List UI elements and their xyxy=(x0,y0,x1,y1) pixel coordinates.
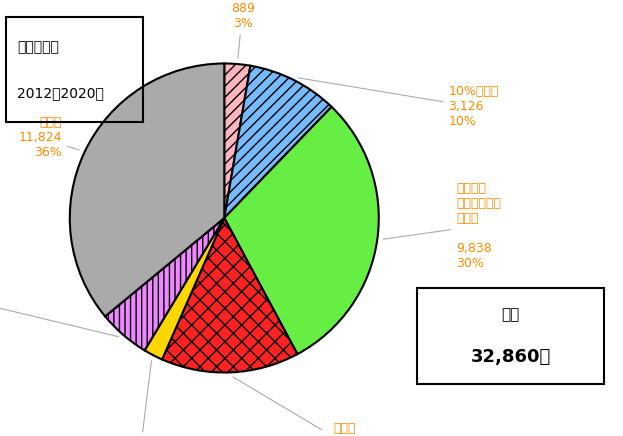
Wedge shape xyxy=(70,64,224,317)
Text: ノルウェー国籍
1,772
5%: ノルウェー国籍 1,772 5% xyxy=(0,277,119,337)
Wedge shape xyxy=(145,218,224,359)
Text: 10%米国籍
3,126
10%: 10%米国籍 3,126 10% xyxy=(298,78,498,128)
Text: 中国籍
4,744
14%: 中国籍 4,744 14% xyxy=(233,377,363,436)
Text: 合計: 合計 xyxy=(502,307,520,322)
Wedge shape xyxy=(224,66,331,218)
Text: その他
11,824
36%: その他 11,824 36% xyxy=(19,116,79,159)
Text: 32,860件: 32,860件 xyxy=(471,348,551,366)
Text: 韓国籍
667
2%: 韓国籍 667 2% xyxy=(128,361,151,436)
Wedge shape xyxy=(224,107,379,354)
Text: 欧州国籍
（ノルウェー
除く）

9,838
30%: 欧州国籍 （ノルウェー 除く） 9,838 30% xyxy=(383,182,501,270)
Wedge shape xyxy=(162,218,297,372)
Text: 2012～2020年: 2012～2020年 xyxy=(17,86,104,100)
Wedge shape xyxy=(105,218,224,351)
Text: 論文発表年: 論文発表年 xyxy=(17,40,59,54)
Wedge shape xyxy=(224,64,250,218)
Text: 日本国籍
889
3%: 日本国籍 889 3% xyxy=(228,0,258,58)
